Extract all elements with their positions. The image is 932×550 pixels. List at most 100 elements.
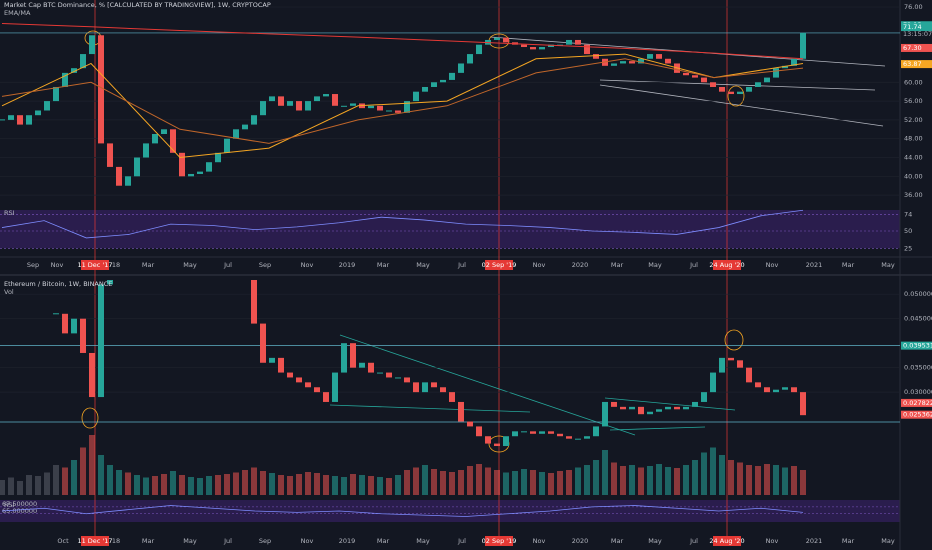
volume-bar [8, 477, 14, 495]
x-tick-label: May [183, 537, 197, 545]
candle [161, 129, 167, 135]
volume-bar [161, 474, 167, 495]
candle [440, 387, 446, 393]
candle [287, 101, 293, 106]
candle [566, 39, 572, 45]
price-label: 63.87 [903, 60, 922, 68]
candle [215, 152, 221, 163]
volume-bar [125, 472, 131, 495]
volume-bar [386, 478, 392, 495]
candle [206, 162, 212, 172]
candle [449, 72, 455, 80]
x-tick-label: Mar [377, 261, 390, 269]
x-tick-label: Mar [611, 537, 624, 545]
candle [395, 110, 401, 113]
x-tick-label: 2021 [806, 261, 823, 269]
candle [278, 357, 284, 373]
candle [440, 79, 446, 83]
candle [368, 362, 374, 373]
volume-bar [188, 477, 194, 495]
x-tick-label: Mar [842, 537, 855, 545]
volume-bar [404, 470, 410, 495]
x-tick-label: Jul [689, 537, 698, 545]
volume-bar [53, 465, 59, 495]
volume-bar [755, 466, 761, 495]
volume-bar [764, 464, 770, 495]
y-tick-label: 0.050000 [904, 290, 932, 298]
candle [746, 367, 752, 383]
x-tick-label: Jul [689, 261, 698, 269]
candle [800, 392, 806, 416]
candle [242, 124, 248, 130]
candle [503, 37, 509, 43]
candle [575, 438, 581, 440]
x-tick-label: Mar [142, 537, 155, 545]
candle [251, 280, 257, 324]
x-tick-label: Sep [259, 537, 271, 545]
candle [701, 77, 707, 83]
price-label-bg [901, 43, 932, 52]
volume-bar [152, 476, 158, 495]
x-tick-label: 2021 [806, 537, 823, 545]
candle [89, 352, 95, 398]
volume-bar [62, 467, 68, 495]
volume-bar [611, 462, 617, 495]
candle [422, 382, 428, 393]
candle [728, 357, 734, 361]
candle [296, 377, 302, 383]
volume-bar [197, 478, 203, 495]
x-tick-label: 02 Sep '19 [482, 261, 517, 269]
x-tick-label: Mar [842, 261, 855, 269]
volume-bar [368, 476, 374, 495]
volume-bar [521, 469, 527, 495]
candle [773, 68, 779, 78]
volume-bar [395, 475, 401, 495]
y-tick-label: 0.035000 [904, 364, 932, 372]
candle [296, 101, 302, 111]
candle [404, 101, 410, 113]
candle [800, 32, 806, 59]
x-tick-label: May [648, 537, 662, 545]
x-tick-label: Mar [142, 261, 155, 269]
volume-bar [44, 472, 50, 495]
x-tick-label: 02 Sep '19 [482, 537, 517, 545]
volume-bar [0, 480, 5, 495]
price-label: 0.027822 [903, 399, 932, 407]
x-tick-label: 11 Dec '17 [77, 261, 112, 269]
volume-bar [134, 475, 140, 495]
volume-bar [278, 475, 284, 495]
candle [611, 63, 617, 66]
price-label-bg [901, 60, 932, 69]
candle [647, 411, 653, 415]
volume-bar [575, 467, 581, 495]
candle [233, 129, 239, 139]
x-tick-label: Sep [259, 261, 271, 269]
moving-average [1, 58, 804, 144]
candle [710, 372, 716, 393]
volume-bar [233, 472, 239, 495]
indicator-label: EMA/MA [4, 9, 31, 17]
date-highlight [81, 260, 109, 270]
candle [332, 94, 338, 106]
candle [521, 44, 527, 48]
x-tick-label: 2019 [339, 537, 356, 545]
x-tick-label: 18 [112, 261, 120, 269]
candle [251, 115, 257, 125]
volume-bar [251, 467, 257, 495]
candle [260, 101, 266, 116]
candle [737, 91, 743, 95]
x-tick-label: 2019 [339, 261, 356, 269]
rsi-tick-label: 25 [904, 244, 912, 252]
candle [656, 409, 662, 412]
volume-bar [800, 470, 806, 495]
candle [584, 44, 590, 55]
candle [152, 134, 158, 144]
candle [728, 91, 734, 95]
candle [674, 406, 680, 410]
candle [404, 377, 410, 383]
volume-bar [539, 472, 545, 495]
volume-bar [674, 468, 680, 495]
volume-bar [665, 467, 671, 495]
candle [629, 406, 635, 410]
